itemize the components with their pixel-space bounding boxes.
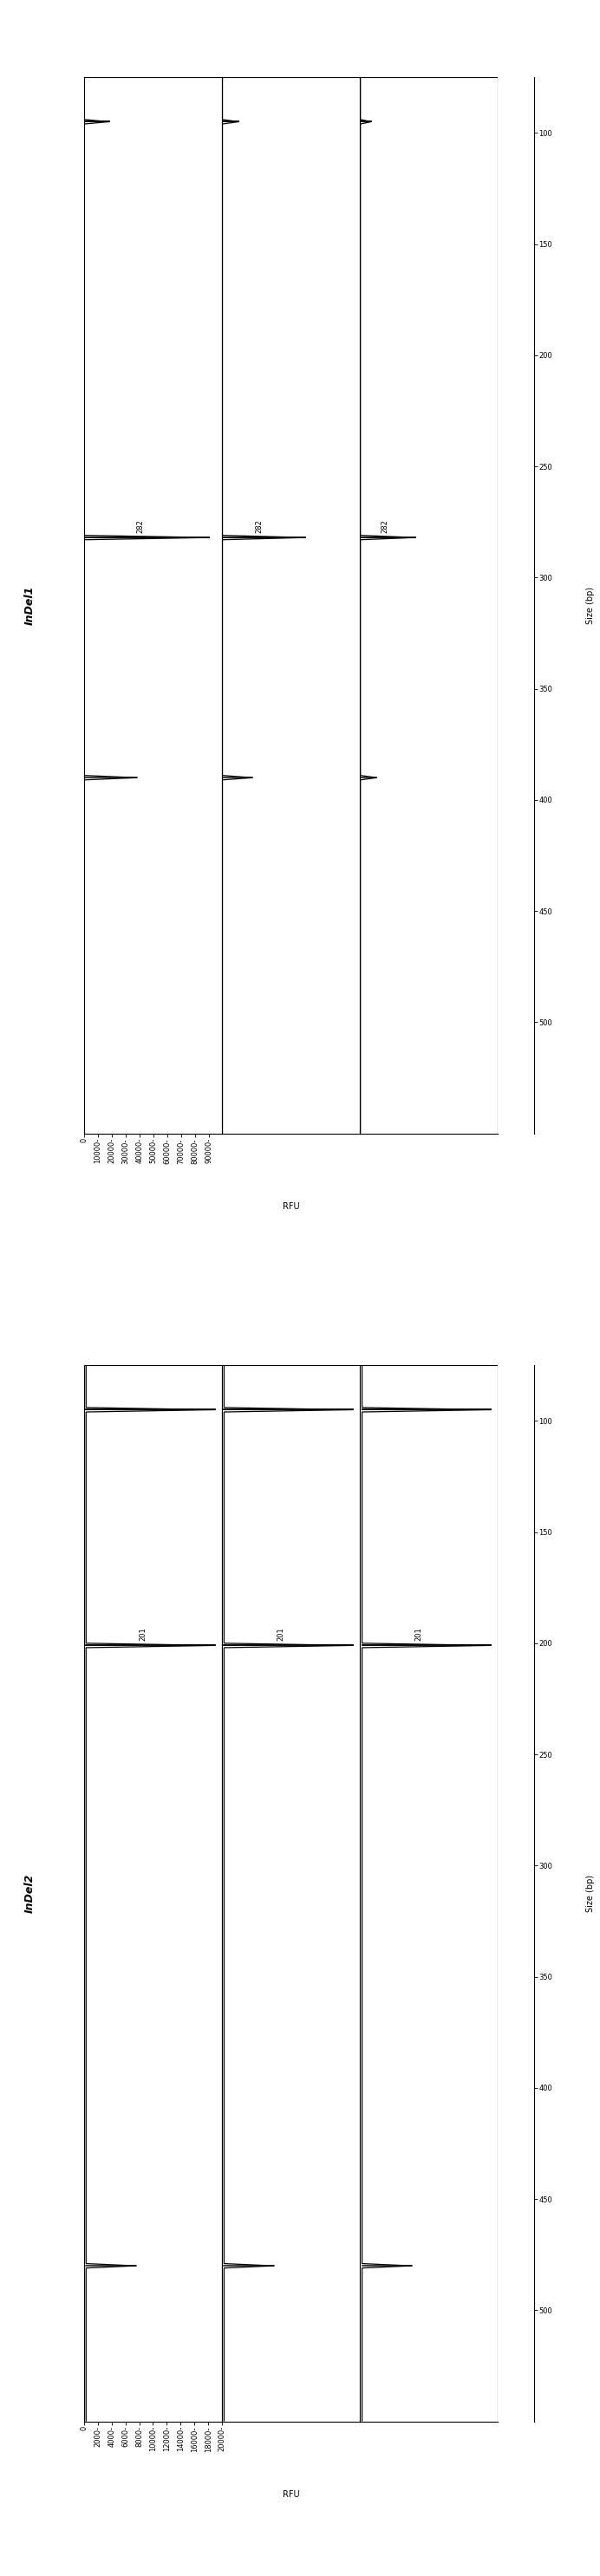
Text: RFU: RFU	[283, 1203, 299, 1211]
Text: 201: 201	[139, 1628, 147, 1641]
Text: 282: 282	[256, 520, 263, 533]
Y-axis label: Size (bp): Size (bp)	[586, 587, 595, 623]
Text: InDel2: InDel2	[25, 1873, 35, 1914]
Y-axis label: Size (bp): Size (bp)	[586, 1875, 595, 1911]
Text: 282: 282	[136, 520, 144, 533]
Text: RFU: RFU	[283, 2491, 299, 2499]
Text: 201: 201	[277, 1628, 285, 1641]
Text: InDel1: InDel1	[25, 585, 35, 626]
Text: 201: 201	[415, 1628, 423, 1641]
Text: 282: 282	[381, 520, 389, 533]
